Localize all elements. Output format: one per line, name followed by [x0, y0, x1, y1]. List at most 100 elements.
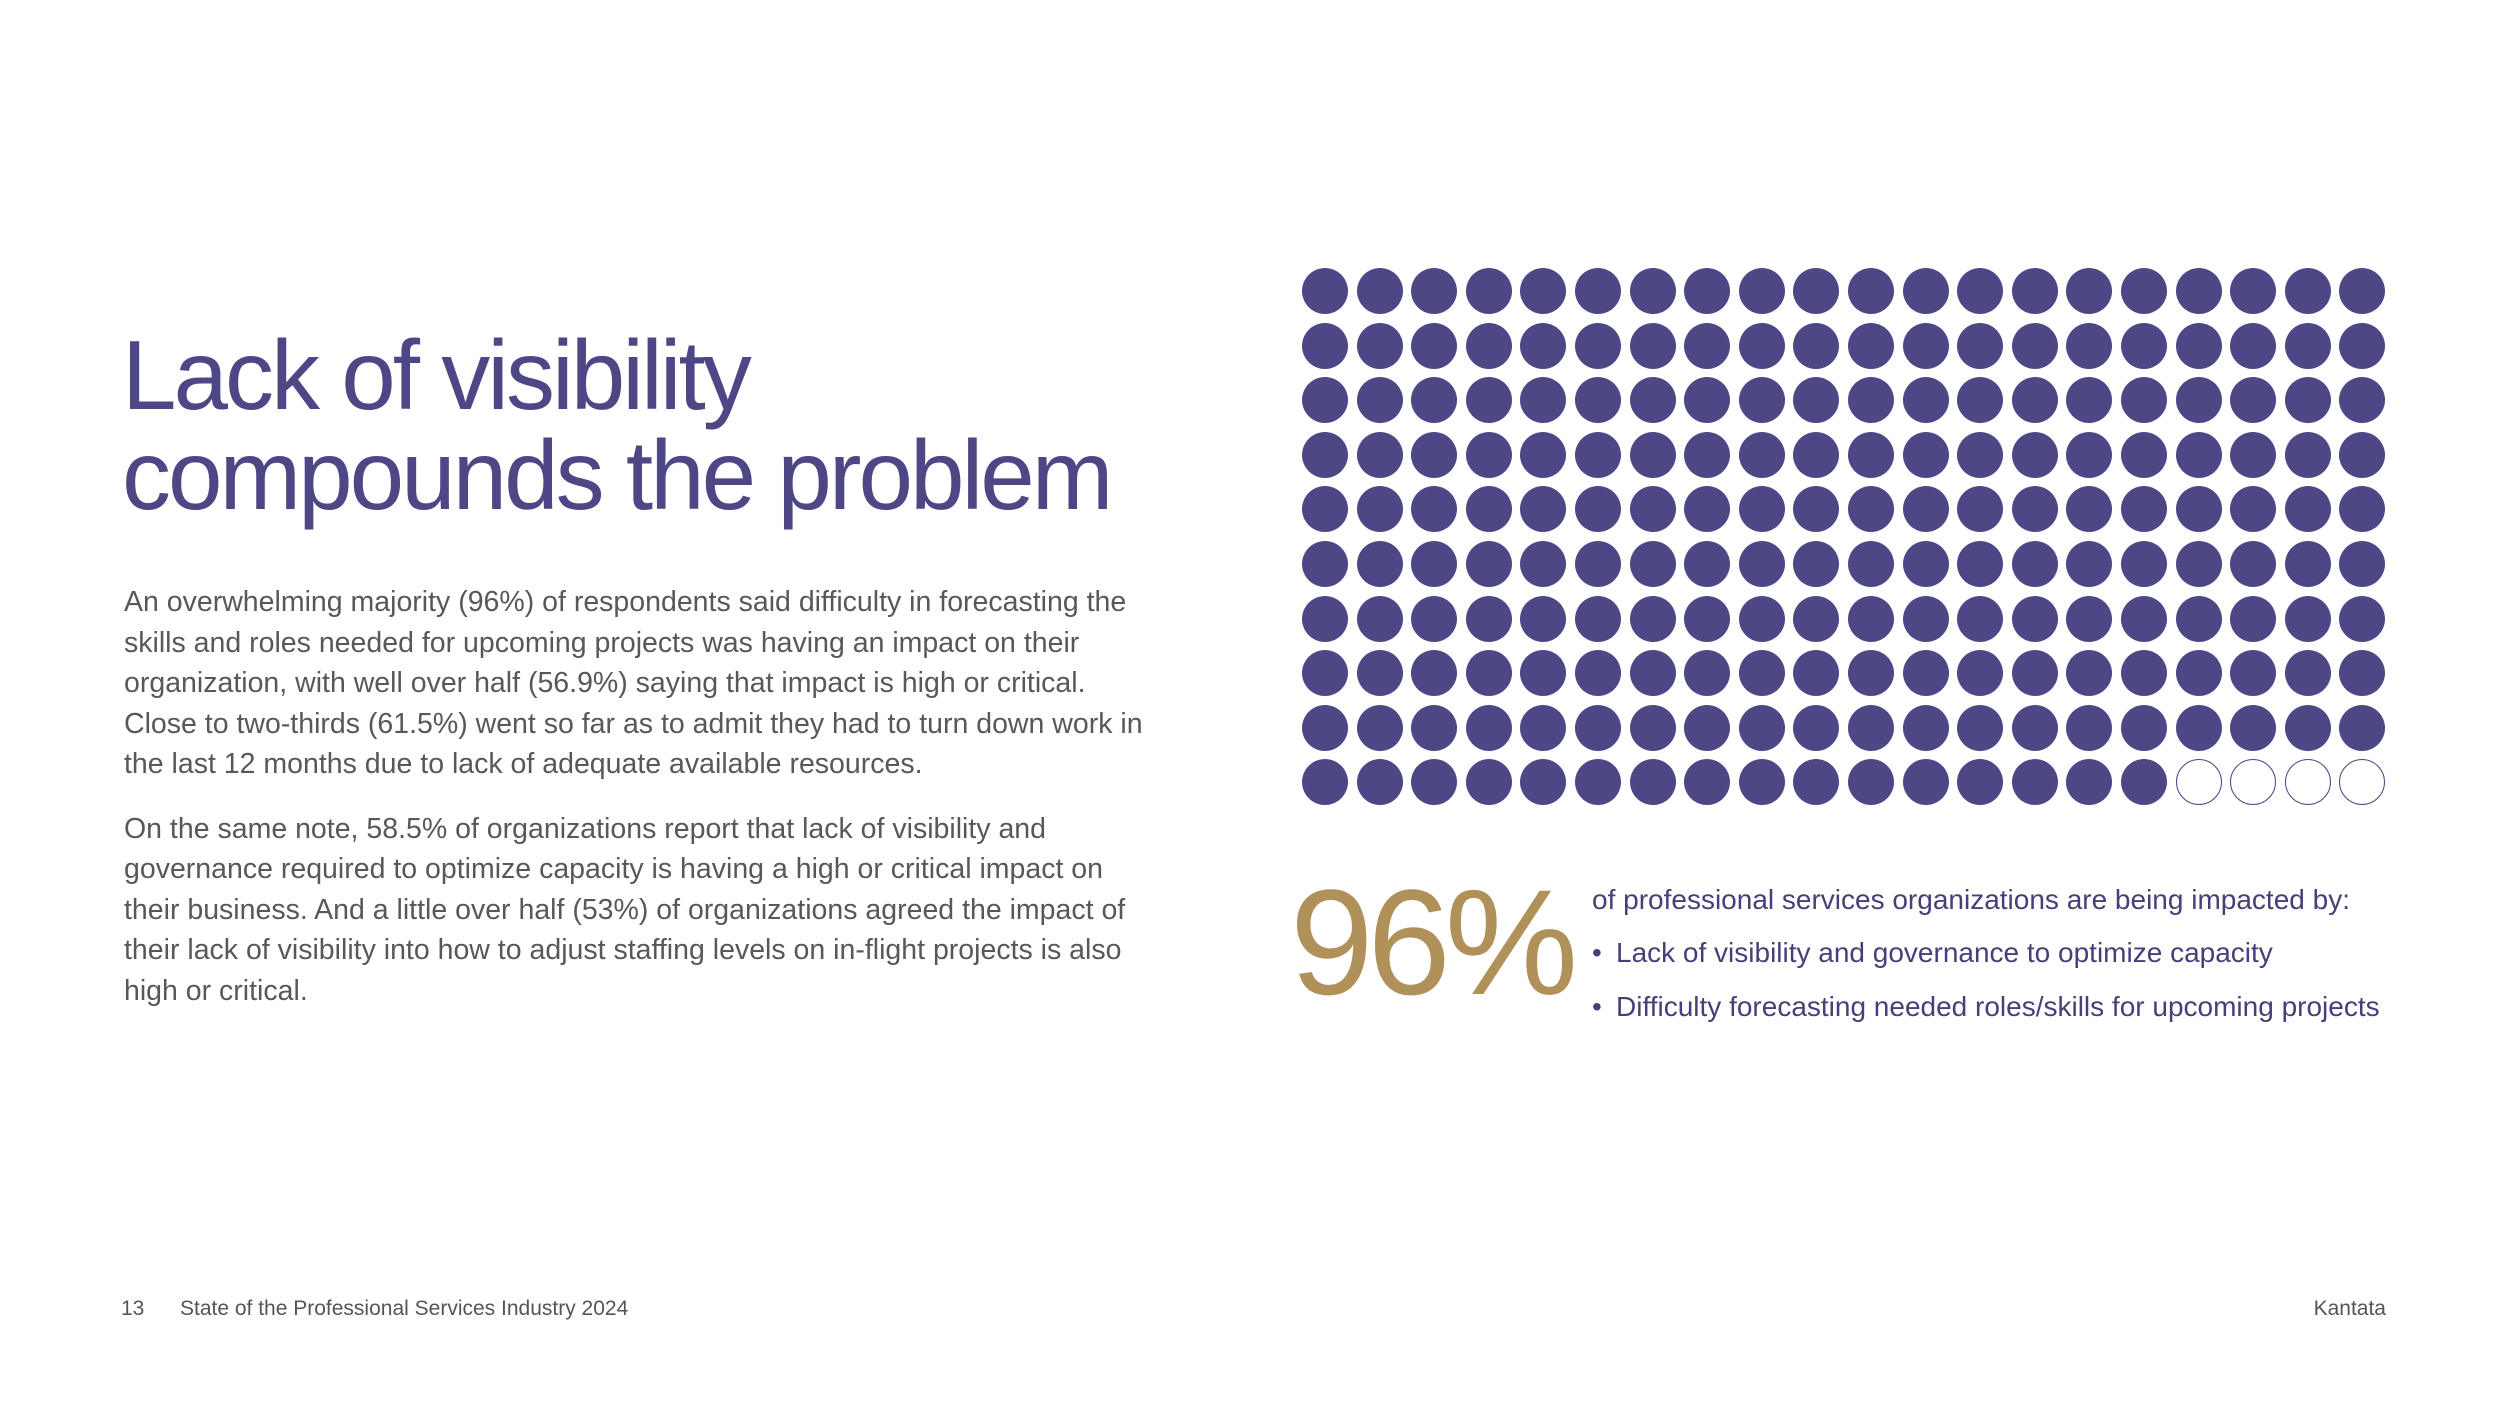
filled-dot: [1738, 431, 1785, 478]
filled-dot: [1738, 486, 1785, 533]
filled-dot: [1574, 431, 1621, 478]
filled-dot: [2120, 377, 2167, 424]
filled-dot: [1793, 595, 1840, 642]
filled-dot: [1738, 704, 1785, 751]
filled-dot: [1684, 595, 1731, 642]
filled-dot: [1902, 704, 1949, 751]
filled-dot: [2230, 650, 2277, 697]
filled-dot: [2339, 268, 2386, 314]
filled-dot: [1629, 377, 1676, 424]
filled-dot: [2011, 268, 2058, 314]
filled-dot: [1684, 759, 1731, 806]
filled-dot: [1356, 431, 1403, 478]
filled-dot: [1902, 650, 1949, 697]
filled-dot: [1302, 650, 1348, 697]
filled-dot: [1684, 540, 1731, 587]
bullet-icon: •: [1592, 991, 1602, 1022]
filled-dot: [2011, 431, 2058, 478]
filled-dot: [1465, 595, 1512, 642]
filled-dot: [2284, 595, 2331, 642]
filled-dot: [2011, 377, 2058, 424]
filled-dot: [1574, 759, 1621, 806]
filled-dot: [2175, 431, 2222, 478]
filled-dot: [2120, 704, 2167, 751]
filled-dot: [2230, 595, 2277, 642]
filled-dot: [2066, 595, 2113, 642]
filled-dot: [1957, 322, 2004, 369]
empty-dot: [2175, 759, 2222, 806]
filled-dot: [1356, 650, 1403, 697]
filled-dot: [2175, 704, 2222, 751]
filled-dot: [1957, 431, 2004, 478]
filled-dot: [1684, 377, 1731, 424]
filled-dot: [1902, 759, 1949, 806]
filled-dot: [2066, 268, 2113, 314]
filled-dot: [1411, 759, 1458, 806]
filled-dot: [1411, 486, 1458, 533]
filled-dot: [2120, 431, 2167, 478]
filled-dot: [2284, 486, 2331, 533]
filled-dot: [1957, 486, 2004, 533]
filled-dot: [1629, 650, 1676, 697]
page-title-line-2: compounds the problem: [122, 420, 1113, 530]
filled-dot: [2230, 486, 2277, 533]
filled-dot: [1738, 322, 1785, 369]
filled-dot: [1302, 704, 1348, 751]
page-title: Lack of visibility compounds the problem: [122, 325, 1222, 525]
filled-dot: [1520, 268, 1567, 314]
filled-dot: [2339, 431, 2386, 478]
filled-dot: [1738, 595, 1785, 642]
filled-dot: [1793, 377, 1840, 424]
filled-dot: [2175, 595, 2222, 642]
filled-dot: [1411, 268, 1458, 314]
filled-dot: [1847, 486, 1894, 533]
list-item: • Lack of visibility and governance to op…: [1592, 933, 2380, 973]
filled-dot: [2284, 540, 2331, 587]
list-item-text: Difficulty forecasting needed roles/skil…: [1616, 991, 2380, 1022]
filled-dot: [1465, 377, 1512, 424]
filled-dot: [2120, 759, 2167, 806]
filled-dot: [1738, 759, 1785, 806]
filled-dot: [1520, 650, 1567, 697]
filled-dot: [1465, 486, 1512, 533]
filled-dot: [1356, 486, 1403, 533]
filled-dot: [2230, 431, 2277, 478]
filled-dot: [1356, 322, 1403, 369]
filled-dot: [2011, 704, 2058, 751]
filled-dot: [2230, 377, 2277, 424]
filled-dot: [2011, 540, 2058, 587]
filled-dot: [1793, 540, 1840, 587]
filled-dot: [1847, 322, 1894, 369]
stat-list: • Lack of visibility and governance to op…: [1592, 933, 2380, 1041]
filled-dot: [2011, 322, 2058, 369]
filled-dot: [1302, 431, 1348, 478]
filled-dot: [2120, 322, 2167, 369]
filled-dot: [1356, 759, 1403, 806]
filled-dot: [2011, 486, 2058, 533]
page-number: 13: [121, 1297, 145, 1320]
filled-dot: [1574, 322, 1621, 369]
filled-dot: [2066, 759, 2113, 806]
filled-dot: [2339, 540, 2386, 587]
filled-dot: [1629, 595, 1676, 642]
filled-dot: [1465, 704, 1512, 751]
filled-dot: [1957, 268, 2004, 314]
filled-dot: [2120, 650, 2167, 697]
filled-dot: [1629, 486, 1676, 533]
filled-dot: [1684, 704, 1731, 751]
filled-dot: [1847, 759, 1894, 806]
filled-dot: [1520, 704, 1567, 751]
filled-dot: [1411, 322, 1458, 369]
filled-dot: [1847, 268, 1894, 314]
filled-dot: [1302, 759, 1348, 806]
filled-dot: [1411, 431, 1458, 478]
filled-dot: [1411, 650, 1458, 697]
filled-dot: [1793, 322, 1840, 369]
filled-dot: [1793, 650, 1840, 697]
body-text: An overwhelming majority (96%) of respon…: [124, 582, 1144, 1035]
stat-value: 96%: [1290, 858, 1578, 1026]
filled-dot: [2339, 595, 2386, 642]
filled-dot: [1847, 377, 1894, 424]
filled-dot: [1957, 595, 2004, 642]
filled-dot: [1520, 486, 1567, 533]
